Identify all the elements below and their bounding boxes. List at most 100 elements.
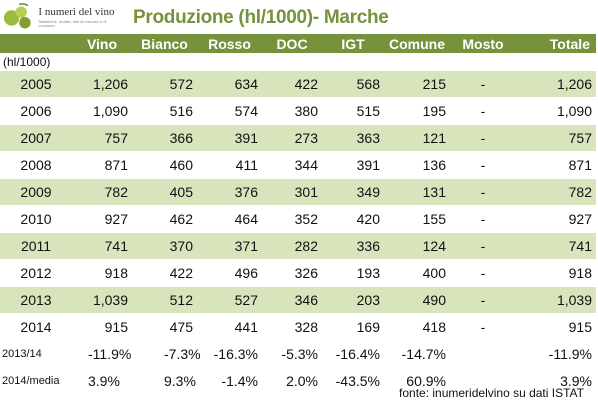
cell-year: 2010 bbox=[0, 205, 72, 233]
cell-doc: 422 bbox=[262, 70, 322, 98]
cell-year: 2007 bbox=[0, 124, 72, 152]
cell-bianco: 462 bbox=[132, 205, 197, 233]
pct-cell-year: 2013/14 bbox=[0, 340, 72, 368]
pct-cell-mosto bbox=[450, 340, 516, 368]
cell-year: 2006 bbox=[0, 97, 72, 125]
cell-year: 2009 bbox=[0, 178, 72, 206]
pct-cell-year: 2014/media bbox=[0, 367, 72, 395]
cell-mosto: - bbox=[450, 205, 516, 233]
table-row: 2011 741 370 371 282 336 124-741 bbox=[0, 232, 596, 260]
cell-rosso: 464 bbox=[197, 205, 262, 233]
cell-mosto: - bbox=[450, 313, 516, 341]
cell-vino: 1,090 bbox=[72, 97, 132, 125]
cell-year: 2005 bbox=[0, 70, 72, 98]
cell-bianco: 475 bbox=[132, 313, 197, 341]
pct-row: 2013/14 -11.9% -7.3% -16.3% -5.3% -16.4% -14.7… bbox=[0, 340, 596, 368]
cell-comune: 155 bbox=[384, 205, 450, 233]
cell-doc: 380 bbox=[262, 97, 322, 125]
table-row: 2010 927 462 464 352 420 155-927 bbox=[0, 205, 596, 233]
cell-bianco: 366 bbox=[132, 124, 197, 152]
column-header-mosto: Mosto bbox=[450, 34, 516, 53]
pct-cell-doc: -5.3% bbox=[262, 340, 322, 368]
table-row: 2008 871 460 411 344 391 136-871 bbox=[0, 151, 596, 179]
cell-comune: 490 bbox=[384, 286, 450, 314]
cell-doc: 326 bbox=[262, 259, 322, 287]
cell-mosto: - bbox=[450, 151, 516, 179]
table-row: 2006 1,090 516 574 380 515 195-1,090 bbox=[0, 97, 596, 125]
cell-bianco: 405 bbox=[132, 178, 197, 206]
cell-igt: 391 bbox=[322, 151, 384, 179]
cell-totale: 915 bbox=[516, 313, 596, 341]
table-row: 2007 757 366 391 273 363 121-757 bbox=[0, 124, 596, 152]
pct-row: 2014/media 3.9% 9.3% -1.4% 2.0% -43.5% 60.9% 3.… bbox=[0, 367, 596, 395]
cell-bianco: 370 bbox=[132, 232, 197, 260]
cell-doc: 328 bbox=[262, 313, 322, 341]
pct-cell-igt: -43.5% bbox=[322, 367, 384, 395]
cell-vino: 918 bbox=[72, 259, 132, 287]
cell-igt: 420 bbox=[322, 205, 384, 233]
table-row: 2013 1,039 512 527 346 203 490-1,039 bbox=[0, 286, 596, 314]
cell-rosso: 441 bbox=[197, 313, 262, 341]
cell-comune: 124 bbox=[384, 232, 450, 260]
cell-doc: 344 bbox=[262, 151, 322, 179]
cell-vino: 915 bbox=[72, 313, 132, 341]
cell-vino: 782 bbox=[72, 178, 132, 206]
cell-igt: 193 bbox=[322, 259, 384, 287]
cell-igt: 349 bbox=[322, 178, 384, 206]
cell-rosso: 634 bbox=[197, 70, 262, 98]
pct-cell-vino: 3.9% bbox=[72, 367, 132, 395]
cell-rosso: 574 bbox=[197, 97, 262, 125]
column-header bbox=[0, 34, 72, 53]
cell-vino: 741 bbox=[72, 232, 132, 260]
cell-mosto: - bbox=[450, 259, 516, 287]
cell-comune: 215 bbox=[384, 70, 450, 98]
cell-bianco: 572 bbox=[132, 70, 197, 98]
cell-totale: 1,090 bbox=[516, 97, 596, 125]
unit-label: (hl/1000) bbox=[0, 53, 596, 71]
cell-totale: 741 bbox=[516, 232, 596, 260]
pct-cell-totale: 3.9% bbox=[516, 367, 596, 395]
page-title: Produzione (hl/1000)- Marche bbox=[133, 7, 389, 28]
pct-cell-totale: -11.9% bbox=[516, 340, 596, 368]
logo-title: I numeri del vino bbox=[38, 5, 115, 18]
pct-cell-rosso: -16.3% bbox=[197, 340, 262, 368]
cell-igt: 169 bbox=[322, 313, 384, 341]
cell-bianco: 512 bbox=[132, 286, 197, 314]
logo: I numeri del vino Statistiche, analisi, … bbox=[2, 2, 120, 32]
column-header-rosso: Rosso bbox=[197, 34, 262, 53]
cell-totale: 1,206 bbox=[516, 70, 596, 98]
cell-totale: 1,039 bbox=[516, 286, 596, 314]
cell-bianco: 422 bbox=[132, 259, 197, 287]
cell-vino: 871 bbox=[72, 151, 132, 179]
pct-cell-bianco: 9.3% bbox=[132, 367, 197, 395]
cell-rosso: 527 bbox=[197, 286, 262, 314]
cell-year: 2012 bbox=[0, 259, 72, 287]
cell-totale: 782 bbox=[516, 178, 596, 206]
cell-doc: 282 bbox=[262, 232, 322, 260]
cell-bianco: 460 bbox=[132, 151, 197, 179]
pct-cell-comune: -14.7% bbox=[384, 340, 450, 368]
cell-rosso: 376 bbox=[197, 178, 262, 206]
cell-comune: 195 bbox=[384, 97, 450, 125]
column-header-doc: DOC bbox=[262, 34, 322, 53]
cell-comune: 400 bbox=[384, 259, 450, 287]
cell-totale: 757 bbox=[516, 124, 596, 152]
cell-year: 2011 bbox=[0, 232, 72, 260]
cell-rosso: 371 bbox=[197, 232, 262, 260]
table-header-row: Vino Bianco Rosso DOC IGT Comune Mosto T… bbox=[0, 34, 596, 53]
cell-vino: 757 bbox=[72, 124, 132, 152]
pct-cell-mosto bbox=[450, 367, 516, 395]
column-header-totale: Totale bbox=[516, 34, 596, 53]
unit-row: (hl/1000) bbox=[0, 53, 596, 71]
cell-mosto: - bbox=[450, 70, 516, 98]
grape-logo-icon bbox=[2, 2, 37, 32]
cell-totale: 927 bbox=[516, 205, 596, 233]
cell-doc: 273 bbox=[262, 124, 322, 152]
cell-bianco: 516 bbox=[132, 97, 197, 125]
cell-rosso: 496 bbox=[197, 259, 262, 287]
production-table: Vino Bianco Rosso DOC IGT Comune Mosto T… bbox=[0, 34, 596, 395]
cell-vino: 1,206 bbox=[72, 70, 132, 98]
cell-year: 2013 bbox=[0, 286, 72, 314]
cell-vino: 927 bbox=[72, 205, 132, 233]
cell-mosto: - bbox=[450, 97, 516, 125]
